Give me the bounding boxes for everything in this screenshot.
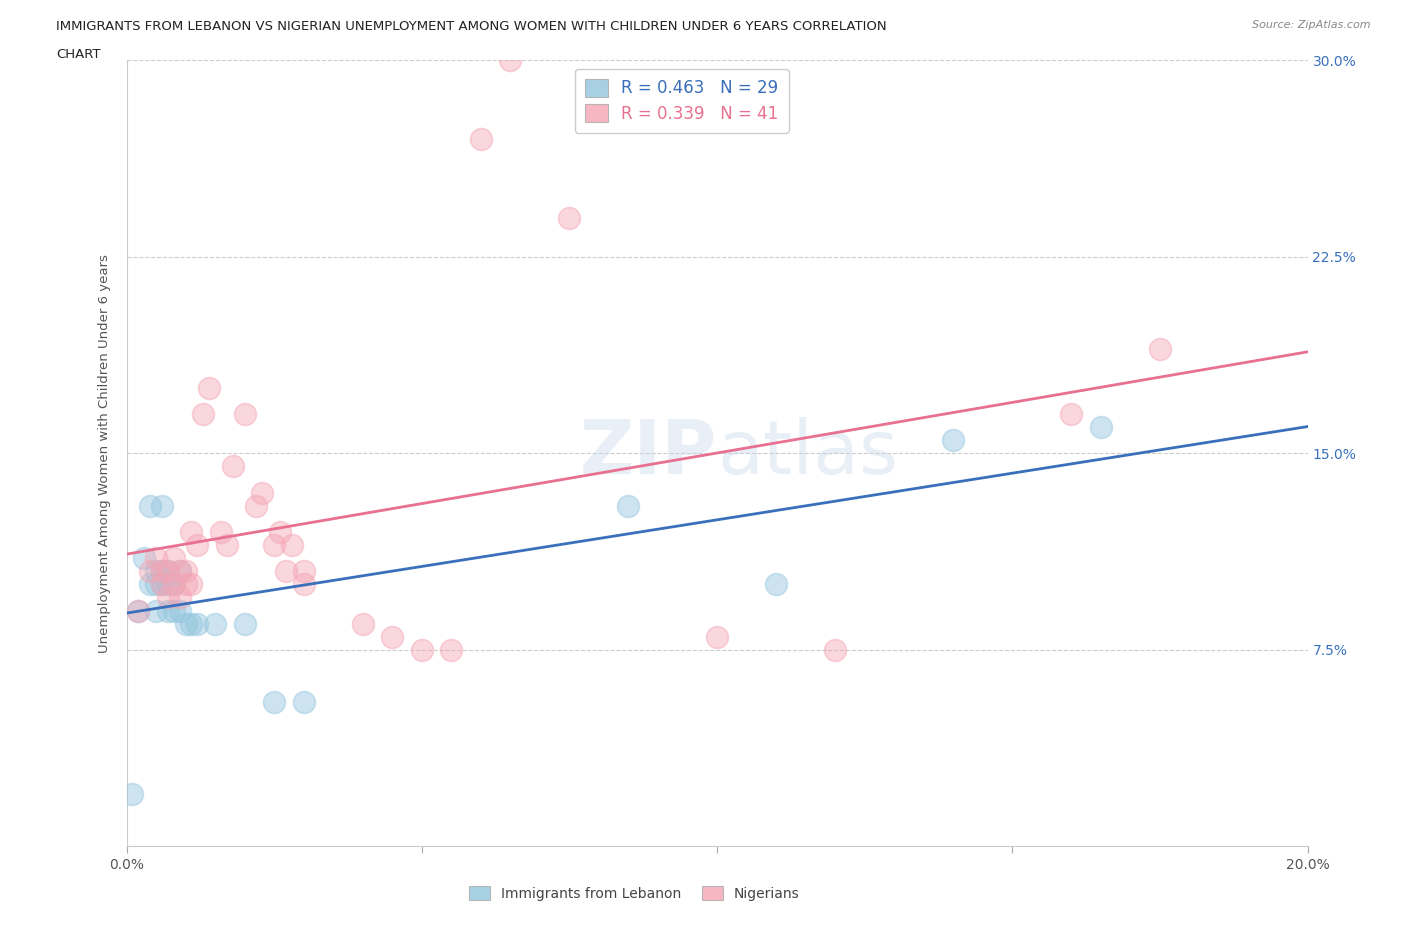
Point [292, 564, 315, 578]
Point [156, 604, 179, 618]
Point [145, 604, 167, 618]
Point [174, 617, 197, 631]
Point [156, 577, 179, 591]
Point [150, 577, 173, 591]
Point [186, 617, 208, 631]
Point [150, 564, 173, 578]
Point [169, 590, 191, 604]
Point [139, 577, 162, 591]
Point [411, 643, 433, 658]
Point [558, 210, 581, 225]
Point [263, 695, 285, 710]
Point [163, 604, 186, 618]
Point [163, 551, 186, 565]
Point [145, 577, 167, 591]
Point [204, 617, 226, 631]
Point [156, 564, 179, 578]
Point [292, 577, 315, 591]
Point [245, 498, 267, 513]
Text: IMMIGRANTS FROM LEBANON VS NIGERIAN UNEMPLOYMENT AMONG WOMEN WITH CHILDREN UNDER: IMMIGRANTS FROM LEBANON VS NIGERIAN UNEM… [56, 20, 887, 33]
Text: ZIP: ZIP [579, 417, 717, 490]
Point [127, 604, 149, 618]
Point [198, 380, 221, 395]
Point [499, 53, 522, 68]
Point [139, 564, 162, 578]
Text: atlas: atlas [717, 417, 898, 490]
Point [1060, 406, 1083, 421]
Point [186, 538, 208, 552]
Point [180, 525, 202, 539]
Point [440, 643, 463, 658]
Point [352, 617, 374, 631]
Point [163, 577, 186, 591]
Point [617, 498, 640, 513]
Point [169, 564, 191, 578]
Text: Source: ZipAtlas.com: Source: ZipAtlas.com [1253, 20, 1371, 31]
Point [150, 498, 173, 513]
Point [139, 498, 162, 513]
Point [706, 630, 728, 644]
Point [233, 617, 256, 631]
Point [174, 564, 197, 578]
Point [180, 617, 202, 631]
Point [263, 538, 285, 552]
Point [281, 538, 304, 552]
Point [193, 406, 215, 421]
Point [134, 551, 156, 565]
Point [150, 564, 173, 578]
Point [1090, 419, 1112, 434]
Text: CHART: CHART [56, 48, 101, 61]
Point [942, 432, 965, 447]
Point [215, 538, 238, 552]
Point [1149, 341, 1171, 356]
Point [156, 590, 179, 604]
Y-axis label: Unemployment Among Women with Children Under 6 years: Unemployment Among Women with Children U… [97, 254, 111, 653]
Point [121, 787, 143, 802]
Point [180, 577, 202, 591]
Point [381, 630, 404, 644]
Point [163, 577, 186, 591]
Point [252, 485, 274, 500]
Point [269, 525, 291, 539]
Point [145, 551, 167, 565]
Point [233, 406, 256, 421]
Point [150, 577, 173, 591]
Point [274, 564, 297, 578]
Point [169, 564, 191, 578]
Point [156, 564, 179, 578]
Point [145, 564, 167, 578]
Point [174, 577, 197, 591]
Point [222, 459, 245, 474]
Point [169, 604, 191, 618]
Point [292, 695, 315, 710]
Point [824, 643, 846, 658]
Point [470, 131, 492, 146]
Legend: Immigrants from Lebanon, Nigerians: Immigrants from Lebanon, Nigerians [464, 881, 806, 906]
Point [765, 577, 787, 591]
Point [209, 525, 232, 539]
Point [127, 604, 149, 618]
